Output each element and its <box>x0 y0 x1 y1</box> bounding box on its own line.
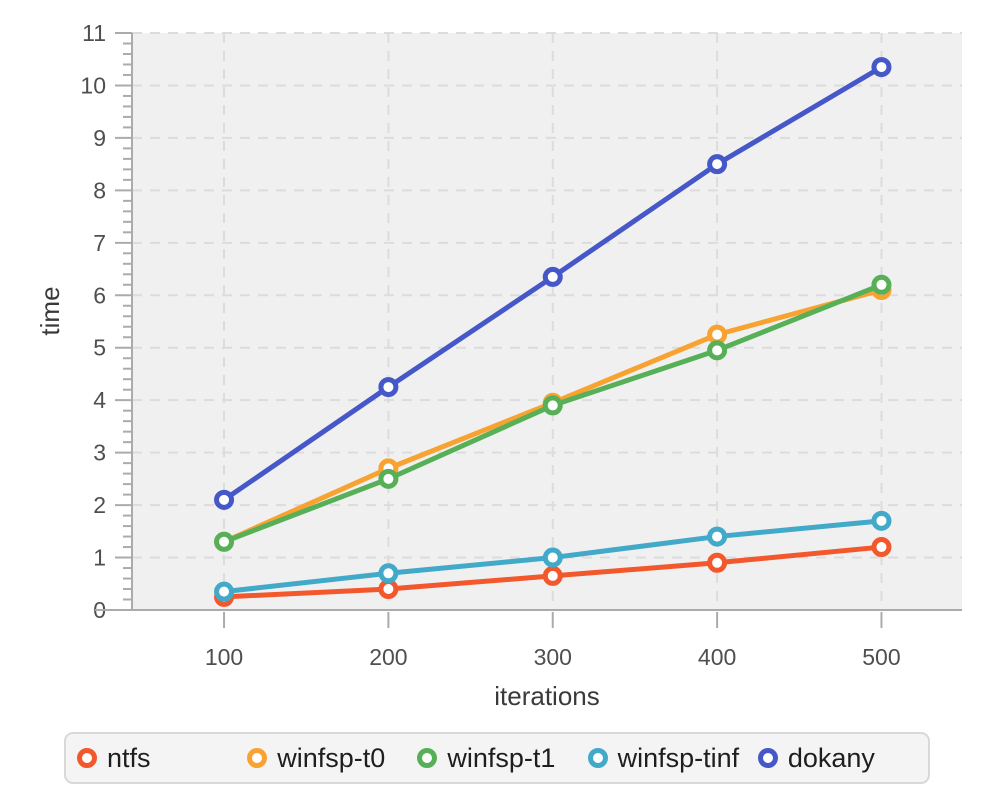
legend-item-winfsp-t1: winfsp-t1 <box>417 743 587 774</box>
legend-label: dokany <box>787 742 875 773</box>
marker-winfsp-tinf <box>214 581 235 602</box>
y-tick-label: 11 <box>82 20 106 46</box>
marker-ntfs <box>871 537 892 558</box>
marker-ntfs <box>707 552 728 573</box>
legend-marker-dokany-icon <box>757 748 778 768</box>
y-tick-label: 8 <box>93 177 106 203</box>
marker-winfsp-t1 <box>214 531 235 552</box>
marker-winfsp-t1 <box>707 340 728 361</box>
legend-marker-winfsp-t0-icon <box>247 748 268 768</box>
marker-winfsp-tinf <box>542 547 563 568</box>
legend-marker-winfsp-tinf-icon <box>587 748 608 768</box>
legend-item-ntfs: ntfs <box>77 743 247 774</box>
x-tick-label: 400 <box>698 644 736 670</box>
y-tick-label: 1 <box>93 545 106 571</box>
x-tick-label: 100 <box>205 644 243 670</box>
marker-dokany <box>214 489 235 510</box>
marker-dokany <box>542 266 563 287</box>
y-tick-label: 9 <box>93 125 106 151</box>
marker-winfsp-tinf <box>707 526 728 547</box>
x-axis-title: iterations <box>494 681 600 711</box>
marker-winfsp-tinf <box>378 563 399 584</box>
x-tick-label: 300 <box>534 644 572 670</box>
legend-label: winfsp-tinf <box>617 742 740 773</box>
legend-label: winfsp-t1 <box>447 742 556 773</box>
legend-label: winfsp-t0 <box>277 742 386 773</box>
y-tick-label: 7 <box>93 230 106 256</box>
legend-item-winfsp-t0: winfsp-t0 <box>247 743 417 774</box>
y-tick-label: 3 <box>93 440 106 466</box>
marker-winfsp-t1 <box>871 274 892 295</box>
legend-marker-winfsp-t1-icon <box>417 748 438 768</box>
marker-winfsp-t0 <box>707 324 728 345</box>
x-tick-label: 200 <box>369 644 407 670</box>
plot-area <box>132 33 962 610</box>
marker-winfsp-t1 <box>542 395 563 416</box>
y-tick-label: 6 <box>93 282 106 308</box>
marker-dokany <box>707 154 728 175</box>
marker-dokany <box>871 57 892 78</box>
y-tick-label: 4 <box>93 387 106 413</box>
marker-winfsp-tinf <box>871 510 892 531</box>
legend-item-dokany: dokany <box>757 742 928 774</box>
legend-item-winfsp-tinf: winfsp-tinf <box>587 742 758 774</box>
y-tick-label: 10 <box>80 72 106 98</box>
y-tick-label: 2 <box>93 492 106 518</box>
y-tick-label: 5 <box>93 335 106 361</box>
legend-label: ntfs <box>107 742 151 773</box>
y-axis-title: time <box>35 286 65 336</box>
legend-marker-ntfs-icon <box>77 748 97 768</box>
marker-winfsp-t1 <box>378 468 399 489</box>
legend: ntfs winfsp-t0 winfsp-t1 winfsp-tinf dok… <box>64 732 930 784</box>
marker-ntfs <box>378 579 399 600</box>
marker-ntfs <box>542 565 563 586</box>
marker-dokany <box>378 377 399 398</box>
x-tick-label: 500 <box>862 644 900 670</box>
